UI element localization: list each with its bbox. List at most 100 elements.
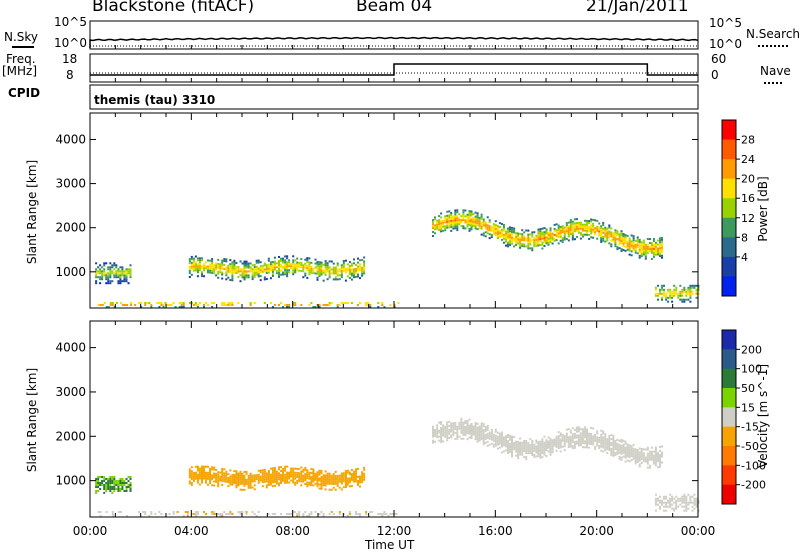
velocity-cell xyxy=(470,429,473,431)
velocity-cell xyxy=(432,435,435,438)
power-cell xyxy=(620,248,623,251)
velocity-cell xyxy=(498,436,501,439)
velocity-cell xyxy=(357,475,360,478)
velocity-cell xyxy=(539,442,542,445)
power-cell xyxy=(221,261,224,264)
power-cell xyxy=(571,228,574,231)
velocity-cell xyxy=(278,476,281,479)
velocity-cell xyxy=(213,484,216,487)
velocity-cell xyxy=(594,447,597,450)
velocity-cell xyxy=(584,426,587,429)
velocity-cell xyxy=(494,440,497,443)
power-cell xyxy=(584,229,587,232)
velocity-cell xyxy=(227,479,230,482)
power-cell xyxy=(369,304,372,306)
power-cell xyxy=(515,234,518,236)
velocity-cell xyxy=(113,486,116,488)
power-cell xyxy=(618,233,621,236)
power-cell xyxy=(440,220,443,223)
power-cell xyxy=(596,237,599,240)
velocity-cell xyxy=(541,456,544,459)
velocity-cell xyxy=(348,485,351,488)
power-cell xyxy=(697,292,700,295)
power-cell xyxy=(332,266,335,269)
power-cell xyxy=(117,268,120,271)
velocity-cell xyxy=(500,445,503,448)
power-cell xyxy=(500,232,503,235)
velocity-cell xyxy=(361,477,364,480)
velocity-cell xyxy=(683,499,686,502)
velocity-cell xyxy=(209,474,212,476)
power-cell xyxy=(342,263,345,266)
power-cell xyxy=(265,266,268,269)
power-colorbar-tick-label: 24 xyxy=(741,153,755,166)
power-cell xyxy=(618,235,621,238)
power-cell xyxy=(198,263,201,266)
velocity-cell xyxy=(659,505,662,508)
velocity-cell xyxy=(500,435,503,438)
velocity-cell xyxy=(523,450,526,452)
power-cell xyxy=(188,262,191,265)
power-cell xyxy=(507,241,510,244)
velocity-cell xyxy=(326,476,329,479)
velocity-cell xyxy=(695,497,698,500)
velocity-cell xyxy=(286,477,289,480)
power-cell xyxy=(318,265,321,268)
power-cell xyxy=(533,239,536,242)
velocity-cell xyxy=(476,436,479,439)
power-cell xyxy=(689,296,692,299)
velocity-cell xyxy=(610,448,613,450)
velocity-cell xyxy=(531,444,534,446)
power-cell xyxy=(541,247,544,250)
power-cell xyxy=(233,263,236,266)
power-cell xyxy=(328,268,331,271)
velocity-cell xyxy=(582,428,585,431)
power-cell xyxy=(194,261,197,264)
velocity-cell xyxy=(440,421,443,423)
velocity-cell xyxy=(551,443,554,446)
velocity-cell xyxy=(565,436,568,439)
velocity-cell xyxy=(470,433,473,435)
velocity-cell xyxy=(219,471,222,474)
power-cell xyxy=(671,296,674,299)
velocity-cell xyxy=(359,515,362,517)
velocity-cell xyxy=(440,427,443,429)
power-cell xyxy=(130,302,133,304)
velocity-cell xyxy=(350,469,353,471)
velocity-cell xyxy=(160,513,163,515)
power-cell xyxy=(598,232,601,235)
velocity-cell xyxy=(579,434,582,437)
velocity-cell xyxy=(111,513,114,515)
velocity-cell xyxy=(385,513,388,515)
power-cell xyxy=(565,232,568,234)
power-cell xyxy=(511,236,514,239)
velocity-cell xyxy=(604,433,607,436)
velocity-cell xyxy=(379,513,382,515)
power-cell xyxy=(541,243,544,246)
velocity-cell xyxy=(567,436,570,439)
power-cell xyxy=(502,235,505,238)
power-cell xyxy=(626,246,629,249)
power-cell xyxy=(363,270,366,273)
power-cell xyxy=(523,231,526,234)
velocity-cell xyxy=(555,443,558,446)
power-cell xyxy=(245,274,248,277)
velocity-cell xyxy=(610,438,613,440)
power-cell xyxy=(539,228,542,231)
velocity-cell xyxy=(326,482,329,485)
velocity-cell xyxy=(549,439,552,442)
power-cell xyxy=(253,302,256,304)
velocity-cell xyxy=(241,482,244,485)
velocity-cell xyxy=(600,449,603,452)
velocity-cell xyxy=(602,436,605,439)
velocity-cell xyxy=(697,501,700,504)
power-cell xyxy=(310,261,313,264)
power-cell xyxy=(292,265,295,268)
velocity-cell xyxy=(657,458,660,461)
power-cell xyxy=(188,270,191,272)
power-cell xyxy=(557,232,560,235)
power-cell xyxy=(271,270,274,273)
velocity-cell xyxy=(515,446,518,449)
power-cell xyxy=(239,260,242,263)
velocity-cell xyxy=(460,427,463,430)
